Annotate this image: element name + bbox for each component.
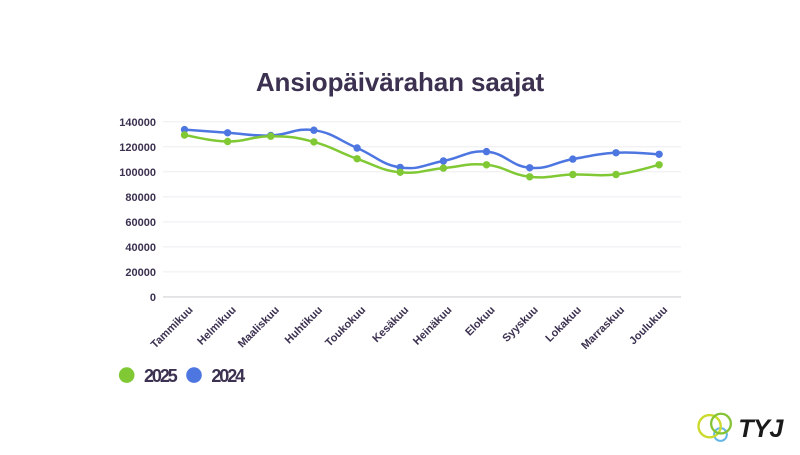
svg-text:2024: 2024 [211, 366, 245, 386]
svg-text:2025: 2025 [144, 366, 178, 386]
svg-text:140000: 140000 [119, 117, 156, 129]
svg-text:40000: 40000 [125, 242, 156, 254]
svg-text:80000: 80000 [125, 192, 156, 204]
svg-text:100000: 100000 [119, 167, 156, 179]
svg-text:120000: 120000 [119, 142, 156, 154]
svg-text:Ansiopäivärahan saajat: Ansiopäivärahan saajat [256, 67, 545, 97]
svg-text:0: 0 [150, 292, 156, 304]
svg-text:TYJ: TYJ [738, 415, 784, 443]
svg-text:20000: 20000 [125, 267, 156, 279]
svg-text:60000: 60000 [125, 217, 156, 229]
